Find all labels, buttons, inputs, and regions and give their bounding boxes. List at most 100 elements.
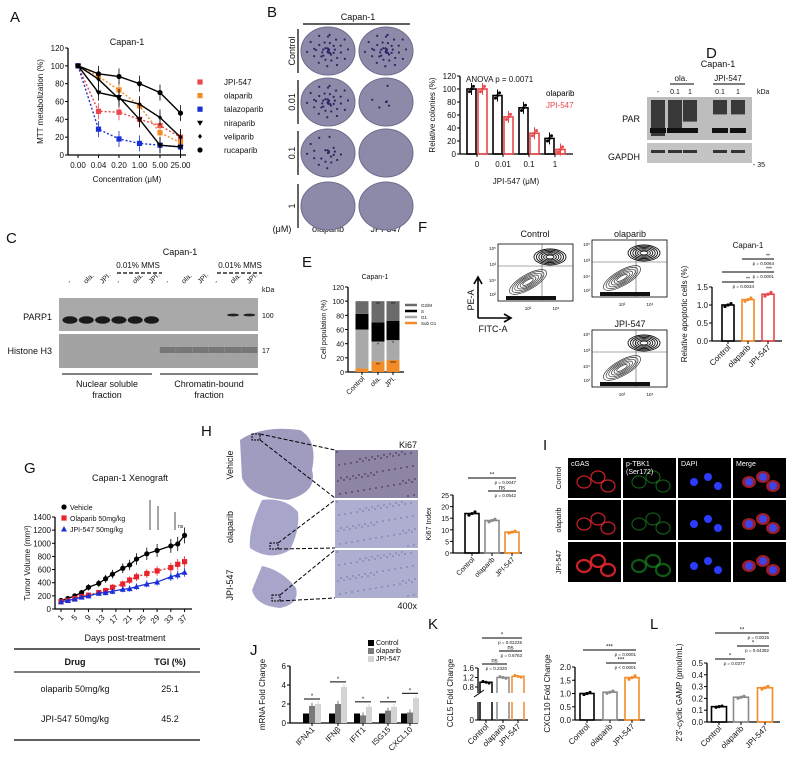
data-point (78, 594, 85, 600)
data-point (479, 90, 482, 94)
y-axis-label: Relative apoptotic cells (%) (680, 265, 689, 362)
data-point (630, 676, 634, 680)
contour (629, 245, 659, 261)
y-tick-label: 400 (38, 579, 52, 588)
facs-tick: 10⁵ (489, 246, 496, 251)
nucleus-dot (401, 451, 403, 453)
data-point (498, 91, 501, 95)
y-tick-label: 15 (441, 516, 449, 523)
nucleus-dot (392, 555, 394, 557)
y-axis-label: mRNA Fold Change (258, 658, 267, 730)
colony-dot (330, 161, 333, 164)
plates-row-0.01: 0.01 (287, 93, 297, 111)
data-point (157, 143, 163, 149)
legend-marker (198, 133, 202, 139)
data-point (769, 290, 773, 294)
nucleus-dot (345, 592, 347, 594)
cell-signal (644, 553, 662, 569)
data-point (117, 96, 121, 102)
data-point (726, 303, 730, 307)
series-line-Vehicle (60, 534, 186, 602)
facs-tick: 10³ (489, 262, 496, 267)
blot-d-row-par: PAR (622, 114, 640, 124)
data-point (102, 589, 109, 596)
data-point (483, 84, 486, 88)
data-point (168, 565, 174, 571)
nucleus-dot (414, 528, 416, 530)
colony-dot (379, 51, 382, 54)
data-point (481, 87, 484, 91)
plates-row-0.1: 0.1 (287, 147, 297, 160)
table-row-2-tgi: 45.2 (161, 714, 179, 724)
ihc-row-olaparib: olaparib (225, 511, 235, 543)
colony-dot (401, 38, 404, 41)
colony-dot (318, 136, 321, 139)
legend-marker (197, 106, 203, 112)
data-point (177, 144, 184, 150)
nucleus-dot (351, 541, 353, 543)
data-point (717, 705, 721, 709)
colony-dot (386, 51, 390, 55)
nucleus-dot (351, 591, 353, 593)
band (683, 150, 697, 153)
y-tick-label: 0.4 (692, 671, 704, 680)
axis-break (473, 689, 485, 698)
significance-stars: * (387, 697, 390, 703)
significance-stars: ns (499, 486, 505, 492)
nucleus-dot (352, 475, 354, 477)
significance-stars: ** (391, 302, 395, 308)
significance-stars: * (311, 694, 314, 700)
facs-tick: 10⁴ (553, 306, 560, 311)
legend-label: olaparib (224, 92, 253, 101)
colony-dot (328, 102, 332, 106)
nucleus-dot (357, 590, 359, 592)
x-axis-label: JPI-547 (μM) (493, 177, 540, 186)
if-image (623, 500, 676, 540)
nucleus-dot (373, 524, 375, 526)
band (208, 347, 225, 353)
colony-dot (336, 158, 339, 162)
nucleus-dot (336, 501, 338, 503)
facs-tick: 10² (619, 392, 626, 397)
colony-dot (346, 99, 350, 102)
y-tick-label: 0.5 (692, 659, 704, 668)
nucleus (690, 562, 698, 570)
data-point (144, 570, 150, 577)
colony-dot (335, 114, 339, 118)
facs-tick: 10² (619, 302, 626, 307)
significance-stars: * (409, 688, 412, 694)
band (243, 313, 256, 317)
x-tick-label: 0.1 (523, 160, 535, 169)
data-point (714, 705, 718, 709)
colony-dot (371, 55, 374, 58)
nucleus-dot (406, 516, 408, 518)
if-grid (568, 458, 786, 582)
colony-dot (339, 51, 342, 54)
tissue-jpi547 (252, 566, 297, 608)
legend-label: olaparib (546, 89, 575, 98)
data-point (157, 89, 163, 96)
data-point (739, 695, 743, 699)
legend-label: JPI-547 (546, 101, 574, 110)
nucleus-dot (412, 565, 414, 567)
colony-dot (318, 34, 321, 37)
data-point (85, 592, 92, 599)
contour (639, 250, 649, 256)
data-point (524, 103, 527, 107)
data-point (533, 131, 536, 135)
nucleus-dot (337, 580, 339, 582)
colony-dot (332, 44, 335, 48)
colony-dot (380, 54, 383, 57)
colony-dot (313, 106, 316, 109)
band (651, 150, 665, 153)
colony-dot (332, 51, 335, 54)
contour (613, 272, 631, 284)
band (712, 128, 728, 133)
nucleus-dot (338, 464, 340, 466)
facs-tick: 10⁵ (583, 242, 590, 247)
smear (668, 100, 682, 129)
bar-JPI-547 (413, 698, 419, 723)
contour (603, 355, 641, 381)
colony-dot (322, 48, 325, 51)
nucleus-dot (339, 593, 341, 595)
